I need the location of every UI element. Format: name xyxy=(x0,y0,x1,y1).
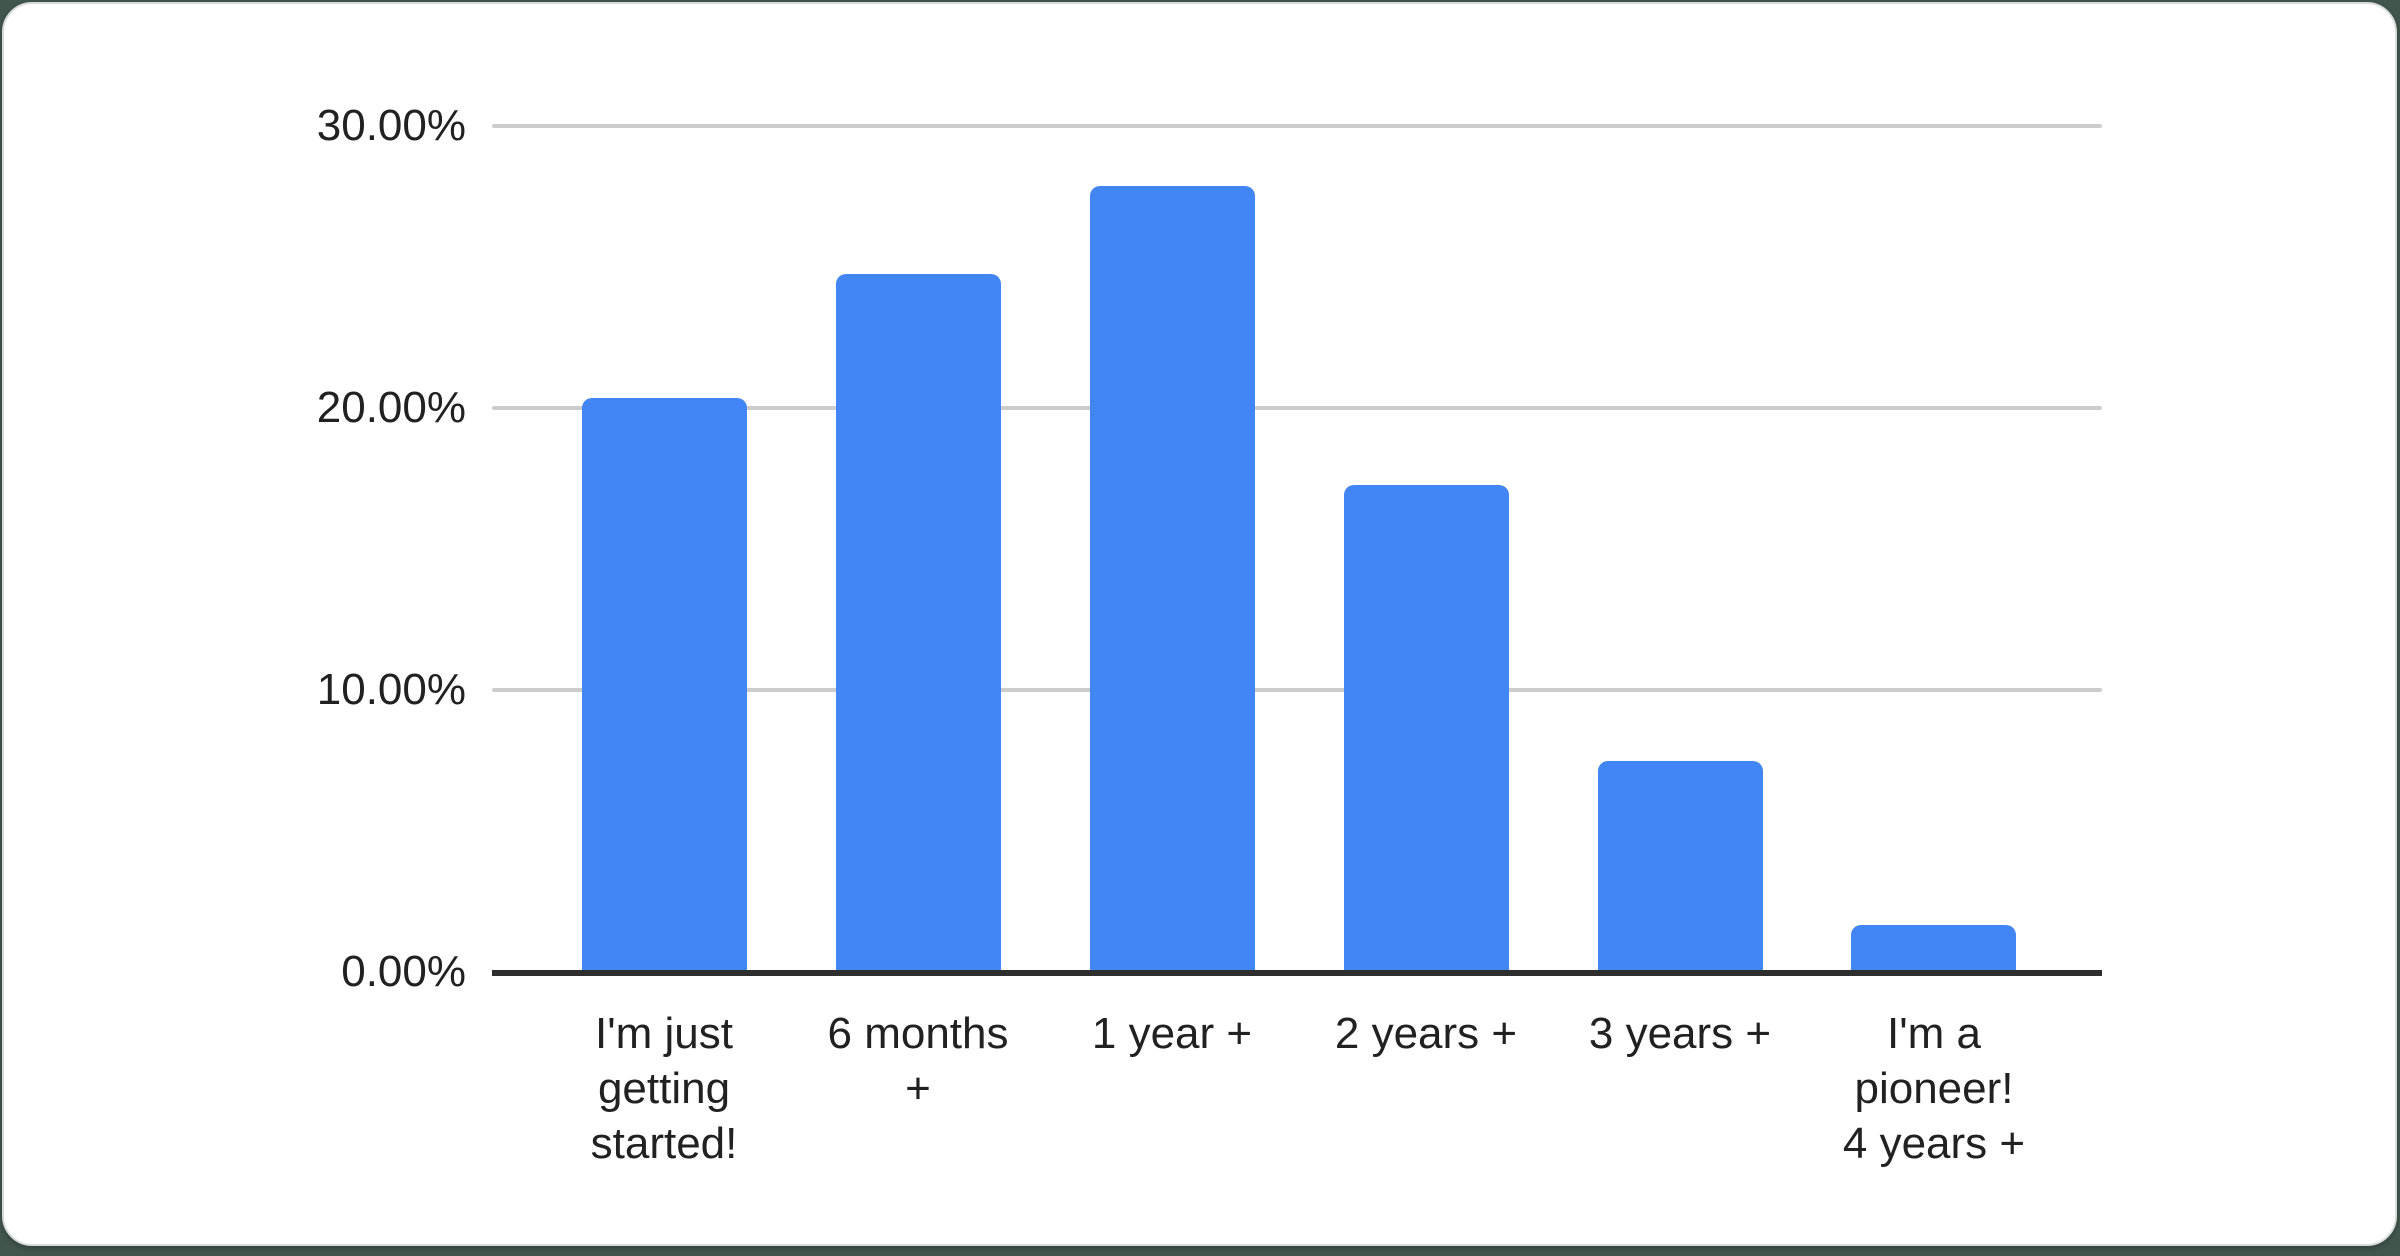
x-category-label: I'm a pioneer! 4 years + xyxy=(1784,1006,2084,1171)
bar-2 xyxy=(836,274,1001,973)
y-tick-label: 30.00% xyxy=(316,101,466,150)
x-category-label-line: 3 years + xyxy=(1588,1009,1772,1058)
x-category-label-line: I'm just xyxy=(595,1009,733,1058)
x-category-label: 3 years + xyxy=(1530,1006,1830,1061)
x-category-label: 1 year + xyxy=(1022,1006,1322,1061)
x-category-label: I'm just getting started! xyxy=(514,1006,814,1171)
bar-1 xyxy=(582,398,747,973)
y-tick-label: 20.00% xyxy=(316,383,466,432)
bar-4 xyxy=(1344,485,1509,973)
x-axis-line xyxy=(492,970,2102,976)
gridline xyxy=(492,124,2102,128)
x-category-label-line: getting xyxy=(597,1064,731,1113)
x-category-label-line: 1 year + xyxy=(1091,1009,1253,1058)
gridline xyxy=(492,406,2102,410)
x-category-label-line: 2 years + xyxy=(1334,1009,1518,1058)
x-category-label-line: 4 years + xyxy=(1842,1119,2026,1168)
x-category-label-line: pioneer! xyxy=(1854,1064,2014,1113)
x-category-label-line: 6 months xyxy=(827,1009,1009,1058)
y-tick-label: 0.00% xyxy=(341,947,466,996)
bar-6 xyxy=(1851,925,2016,973)
bar-5 xyxy=(1598,761,1763,973)
bar-3 xyxy=(1090,186,1255,973)
x-category-label: 2 years + xyxy=(1276,1006,1576,1061)
x-category-label-line: + xyxy=(905,1064,931,1113)
x-category-label-line: I'm a xyxy=(1887,1009,1981,1058)
bar-chart: 30.00% 20.00% 10.00% 0.00% I'm just getting s… xyxy=(4,4,2395,1244)
gridline xyxy=(492,688,2102,692)
x-category-label: 6 months + xyxy=(768,1006,1068,1116)
y-tick-label: 10.00% xyxy=(316,665,466,714)
x-category-label-line: started! xyxy=(590,1119,738,1168)
